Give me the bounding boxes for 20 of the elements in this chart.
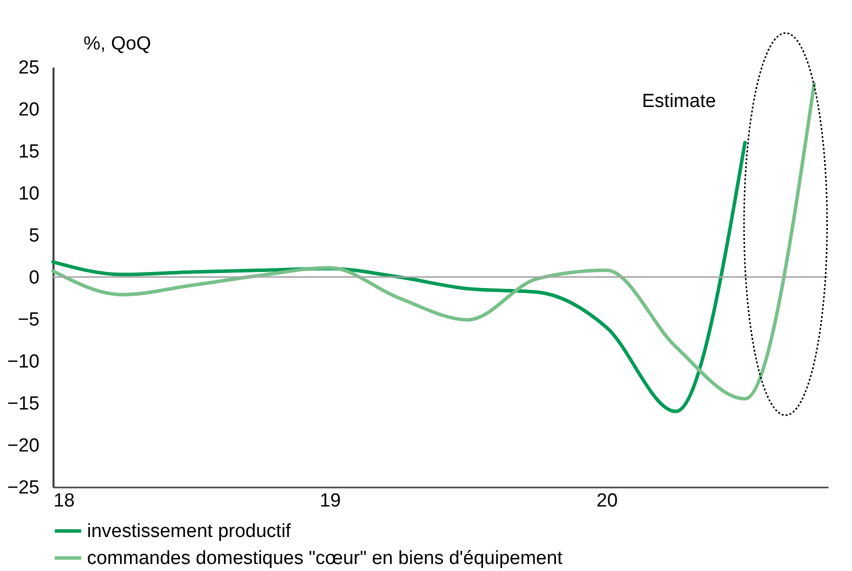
y-tick-label: −10 bbox=[7, 352, 40, 372]
y-tick-label: −15 bbox=[7, 394, 40, 414]
y-tick-label: 25 bbox=[18, 58, 40, 78]
annotation: Estimate bbox=[642, 91, 716, 112]
y-tick-label: 20 bbox=[18, 100, 40, 120]
y-tick-label: −20 bbox=[7, 436, 40, 456]
x-tick-label: 20 bbox=[596, 490, 618, 512]
y-tick-label: 0 bbox=[28, 268, 40, 288]
y-tick-label: −5 bbox=[18, 310, 40, 330]
line-series bbox=[51, 82, 816, 401]
y-tick-label: −25 bbox=[7, 478, 40, 498]
x-tick-label: 18 bbox=[54, 490, 75, 512]
y-axis-title: %, QoQ bbox=[84, 34, 152, 54]
line-series bbox=[51, 140, 747, 414]
legend-label: investissement productif bbox=[87, 521, 292, 542]
y-tick-label: 15 bbox=[18, 142, 40, 162]
y-tick-label: 10 bbox=[18, 184, 40, 204]
x-tick-label: 19 bbox=[320, 490, 341, 512]
legend-label: commandes domestiques "cœur" en biens d'équipement bbox=[87, 548, 564, 569]
y-tick-label: 5 bbox=[28, 226, 40, 246]
